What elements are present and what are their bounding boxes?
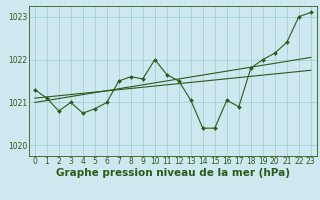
X-axis label: Graphe pression niveau de la mer (hPa): Graphe pression niveau de la mer (hPa) bbox=[56, 168, 290, 178]
